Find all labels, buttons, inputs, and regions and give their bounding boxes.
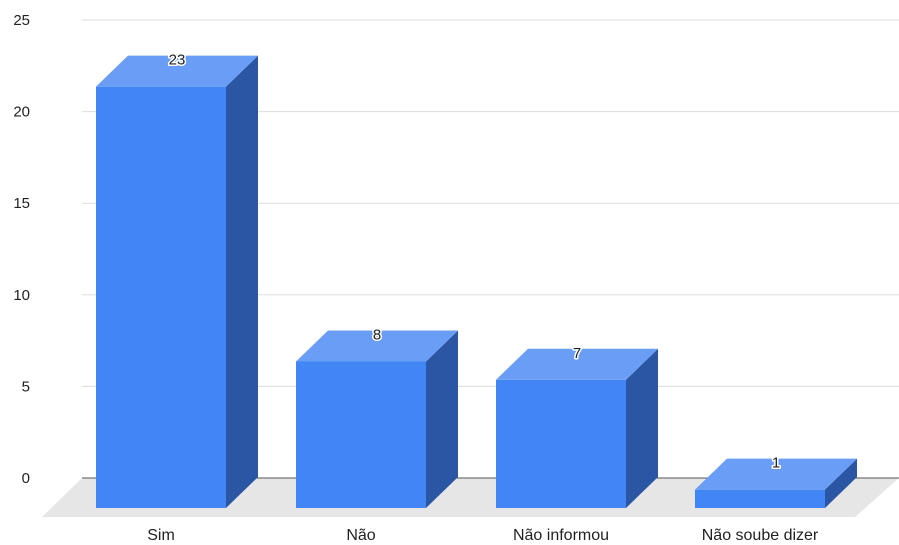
data-label: 1 bbox=[772, 455, 780, 472]
bar-side bbox=[626, 348, 658, 508]
bar bbox=[96, 86, 226, 508]
bar-side bbox=[426, 330, 458, 508]
bars: 23 8 7 1 bbox=[96, 50, 857, 508]
data-label: 7 bbox=[573, 345, 581, 362]
bar-group: 8 bbox=[296, 325, 458, 508]
x-tick-label: Não bbox=[346, 527, 375, 544]
data-label: 8 bbox=[373, 326, 381, 343]
bar-top bbox=[695, 458, 857, 490]
bar-top bbox=[296, 330, 458, 362]
y-tick-label: 10 bbox=[13, 287, 30, 304]
chart-floor bbox=[42, 478, 899, 517]
y-tick-label: 25 bbox=[13, 12, 30, 29]
bar-group: 7 bbox=[496, 343, 658, 508]
y-tick-label: 20 bbox=[13, 104, 30, 121]
x-tick-label: Sim bbox=[147, 527, 175, 544]
bar bbox=[296, 361, 426, 508]
bar bbox=[496, 379, 626, 508]
bar bbox=[695, 489, 825, 508]
x-tick-label: Não soube dizer bbox=[702, 527, 819, 544]
bar-group: 23 bbox=[96, 50, 258, 508]
y-tick-label: 0 bbox=[22, 470, 30, 487]
bar-top bbox=[496, 348, 658, 380]
bar-side bbox=[226, 55, 258, 508]
bar-side bbox=[825, 458, 857, 508]
bar-group: 1 bbox=[695, 453, 857, 508]
data-label: 23 bbox=[169, 52, 186, 69]
x-axis-labels: Sim Não Não informou Não soube dizer bbox=[147, 527, 819, 544]
y-axis-ticks: 0 5 10 15 20 25 bbox=[13, 12, 30, 487]
y-tick-label: 5 bbox=[22, 378, 30, 395]
y-tick-label: 15 bbox=[13, 195, 30, 212]
x-tick-label: Não informou bbox=[513, 527, 609, 544]
bar-top bbox=[96, 55, 258, 87]
